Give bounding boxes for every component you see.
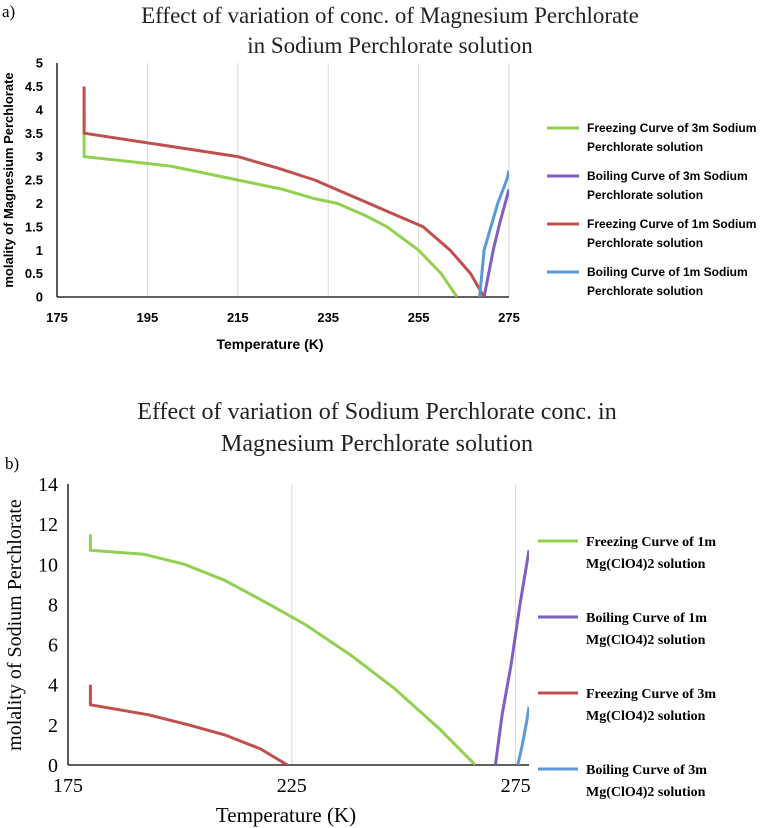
legend-label: Mg(ClO4)2 solution	[586, 633, 706, 648]
y-tick-label: 6	[48, 635, 58, 657]
panel-b-y-ticks: 0 2 4 6 8 10 12 14	[38, 474, 58, 777]
legend-label: Boiling Curve of 1m Sodium	[587, 265, 748, 279]
series-line-2	[482, 189, 509, 297]
y-tick-label: 12	[38, 514, 58, 536]
panel-a-title-line-2: in Sodium Perchlorate solution	[247, 33, 533, 58]
y-tick-label: 4	[48, 675, 58, 697]
legend-label: Mg(ClO4)2 solution	[586, 709, 706, 724]
x-tick-label: 175	[46, 310, 68, 325]
panel-b-x-ticks: 175 225 275	[53, 775, 531, 797]
y-tick-label: 2	[36, 196, 43, 211]
panel-a-axes	[56, 63, 509, 298]
legend-entry: Freezing Curve of 1m Sodium Perchlorate s…	[547, 217, 756, 250]
legend-label: Perchlorate solution	[587, 188, 703, 202]
x-tick-label: 275	[498, 310, 520, 325]
panel-a-x-axis-label: Temperature (K)	[216, 336, 323, 352]
legend-label: Perchlorate solution	[587, 284, 703, 298]
panel-b-y-axis-label: molality of Sodium Perchlorate	[4, 499, 26, 751]
legend-label: Boiling Curve of 3m Sodium	[587, 169, 748, 183]
panel-b-x-axis-label: Temperature (K)	[216, 803, 356, 827]
y-tick-label: 3	[36, 149, 43, 164]
y-tick-label: 2	[48, 715, 58, 737]
panel-a-y-axis-label: molality of Magnesium Perchlorate	[1, 72, 16, 287]
x-tick-label: 255	[408, 310, 430, 325]
legend-label: Mg(ClO4)2 solution	[586, 557, 706, 572]
x-tick-label: 235	[317, 310, 339, 325]
panel-a-y-ticks: 0 0.5 1 1.5 2 2.5 3 3.5 4 4.5 5	[25, 56, 44, 305]
legend-label: Freezing Curve of 3m Sodium	[587, 121, 756, 135]
panel-a-legend: Freezing Curve of 3m Sodium Perchlorate s…	[547, 121, 756, 298]
panel-b-grid	[291, 484, 517, 765]
panel-a-label: a)	[2, 2, 15, 21]
x-tick-label: 215	[227, 310, 249, 325]
panel-b-axes	[67, 484, 529, 766]
y-tick-label: 0	[36, 290, 43, 305]
legend-entry: Boiling Curve of 1m Mg(ClO4)2 solution	[538, 611, 707, 648]
y-tick-label: 1.5	[25, 219, 43, 234]
y-tick-label: 14	[38, 474, 58, 496]
x-tick-label: 225	[277, 775, 307, 797]
y-tick-label: 3.5	[25, 126, 43, 141]
legend-entry: Boiling Curve of 1m Sodium Perchlorate so…	[547, 265, 748, 298]
legend-label: Perchlorate solution	[587, 140, 703, 154]
y-tick-label: 0	[48, 755, 58, 777]
x-tick-label: 195	[137, 310, 159, 325]
y-tick-label: 10	[38, 554, 58, 576]
series-line-3	[82, 86, 486, 297]
legend-entry: Boiling Curve of 3m Sodium Perchlorate so…	[547, 169, 748, 202]
legend-label: Freezing Curve of 1m	[586, 535, 716, 550]
series-line-1	[82, 109, 459, 297]
panel-a-x-ticks: 175 195 215 235 255 275	[46, 310, 520, 325]
series-line-2	[493, 549, 529, 765]
panel-a-title-line-1: Effect of variation of conc. of Magnesiu…	[141, 3, 639, 28]
y-tick-label: 1	[36, 243, 43, 258]
y-tick-label: 8	[48, 594, 58, 616]
x-tick-label: 175	[53, 775, 83, 797]
series-line-1	[88, 534, 477, 765]
y-tick-label: 4	[36, 102, 44, 117]
series-line-3	[88, 684, 289, 765]
series-line-4	[516, 706, 529, 765]
panel-b-series	[88, 534, 529, 765]
panel-a-grid	[146, 63, 510, 297]
y-tick-label: 4.5	[25, 79, 43, 94]
panel-b-title-line-2: Magnesium Perchlorate solution	[221, 431, 533, 457]
panel-b: Effect of variation of Sodium Perchlorat…	[4, 399, 716, 827]
panel-a-series	[82, 86, 509, 297]
legend-entry: Freezing Curve of 3m Sodium Perchlorate s…	[547, 121, 756, 154]
legend-entry: Freezing Curve of 3m Mg(ClO4)2 solution	[538, 687, 716, 724]
panel-b-title-line-1: Effect of variation of Sodium Perchlorat…	[137, 399, 616, 425]
series-line-4	[478, 170, 509, 297]
y-tick-label: 0.5	[25, 266, 43, 281]
y-tick-label: 5	[36, 56, 43, 71]
legend-label: Boiling Curve of 3m	[586, 763, 707, 778]
legend-entry: Boiling Curve of 3m Mg(ClO4)2 solution	[538, 763, 707, 800]
x-tick-label: 275	[501, 775, 531, 797]
panel-b-label: b)	[5, 454, 19, 473]
legend-entry: Freezing Curve of 1m Mg(ClO4)2 solution	[538, 535, 716, 572]
legend-label: Freezing Curve of 3m	[586, 687, 716, 702]
legend-label: Boiling Curve of 1m	[586, 611, 707, 626]
legend-label: Freezing Curve of 1m Sodium	[587, 217, 756, 231]
legend-label: Perchlorate solution	[587, 236, 703, 250]
panel-a: a) Effect of variation of conc. of Magne…	[1, 2, 756, 352]
legend-label: Mg(ClO4)2 solution	[586, 785, 706, 800]
y-tick-label: 2.5	[25, 173, 43, 188]
